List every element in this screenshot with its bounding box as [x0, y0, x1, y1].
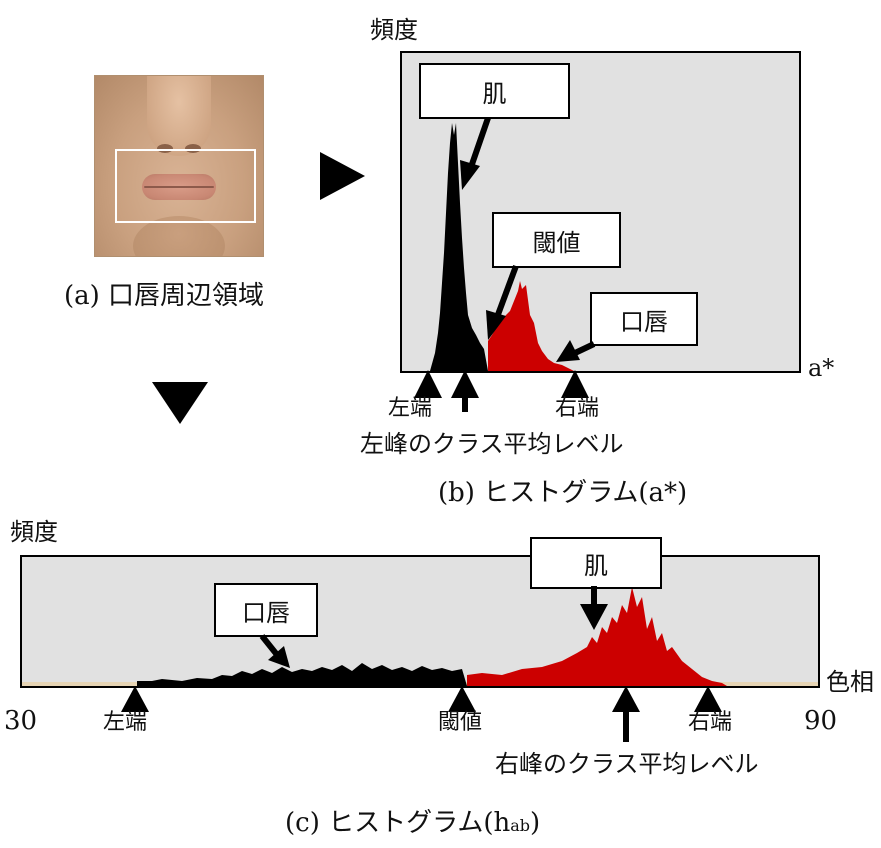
marker-right-peak-mean: 右峰のクラス平均レベル	[495, 750, 759, 778]
panel-c-caption-sub: ab	[510, 816, 531, 835]
panel-b-ylabel: 頻度	[370, 16, 418, 44]
marker-right-end-c: 右端	[688, 710, 733, 735]
panel-c-caption-prefix: (c) ヒストグラム(h	[285, 808, 511, 838]
marker-left-peak-mean: 左峰のクラス平均レベル	[360, 430, 624, 458]
callout-threshold-b: 閾値	[492, 212, 621, 268]
histogram-hab-plot	[20, 555, 820, 688]
panel-c-xmax: 90	[804, 706, 838, 736]
callout-lips-b: 口唇	[590, 292, 698, 346]
marker-left-end-b: 左端	[388, 396, 433, 421]
histogram-hab-bars	[22, 587, 818, 686]
panel-b-caption: (b) ヒストグラム(a*)	[438, 478, 688, 508]
lip-roi-box	[115, 149, 256, 223]
panel-a-caption: (a) 口唇周辺領域	[64, 281, 265, 311]
marker-threshold-c: 閾値	[438, 710, 483, 735]
panel-c-xmin: 30	[4, 706, 38, 736]
callout-lips-c: 口唇	[214, 583, 318, 637]
down-flow-arrow	[152, 382, 208, 424]
marker-left-end-c: 左端	[103, 710, 148, 735]
lip-region-photo	[94, 75, 264, 257]
callout-skin-b: 肌	[419, 63, 570, 119]
nostril-right	[185, 144, 201, 153]
panel-c-caption: (c) ヒストグラム(hab)	[285, 810, 540, 836]
panel-c-caption-suffix: )	[530, 808, 541, 838]
right-flow-arrow	[320, 152, 365, 200]
callout-skin-c: 肌	[530, 537, 662, 589]
histogram-a-bars	[430, 123, 574, 371]
lip-line	[144, 186, 214, 188]
nostril-left	[157, 144, 173, 153]
nose	[147, 76, 211, 156]
panel-b-xlabel: a*	[808, 354, 835, 382]
panel-c-xlabel: 色相	[826, 668, 874, 696]
panel-c-ylabel: 頻度	[10, 518, 58, 546]
marker-right-end-b: 右端	[555, 396, 600, 421]
